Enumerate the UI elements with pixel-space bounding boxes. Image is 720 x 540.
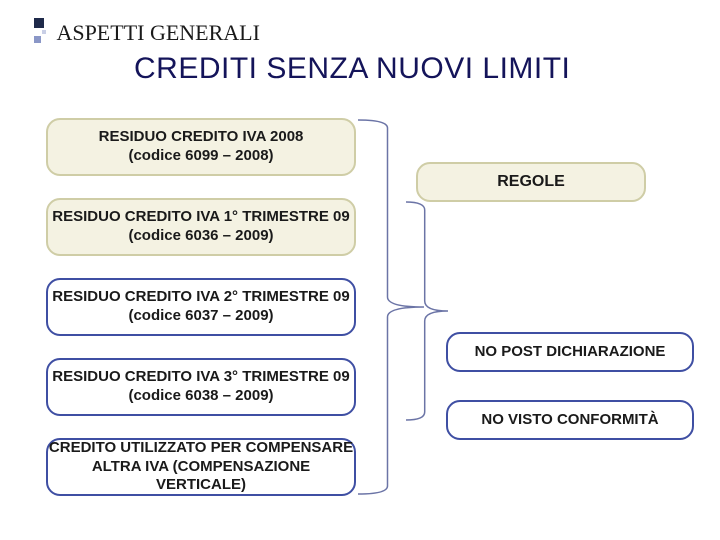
left-box-1: RESIDUO CREDITO IVA 1° TRIMESTRE 09(codi… (46, 198, 356, 256)
left-box-line2: ALTRA IVA (COMPENSAZIONE VERTICALE) (48, 458, 354, 496)
left-box-2: RESIDUO CREDITO IVA 2° TRIMESTRE 09(codi… (46, 278, 356, 336)
left-box-line2: (codice 6036 – 2009) (48, 227, 354, 246)
slide-header: ASPETTI GENERALI (34, 18, 260, 48)
right-box-label: NO POST DICHIARAZIONE (448, 343, 692, 362)
left-box-line2: (codice 6037 – 2009) (48, 307, 354, 326)
left-box-line2: (codice 6038 – 2009) (48, 387, 354, 406)
header-title: ASPETTI GENERALI (56, 20, 259, 46)
left-box-3: RESIDUO CREDITO IVA 3° TRIMESTRE 09(codi… (46, 358, 356, 416)
right-box-label: NO VISTO CONFORMITÀ (448, 411, 692, 430)
brace-right (404, 200, 450, 422)
regole-label: REGOLE (418, 172, 644, 192)
right-box-1: NO VISTO CONFORMITÀ (446, 400, 694, 440)
left-box-line1: RESIDUO CREDITO IVA 3° TRIMESTRE 09 (48, 368, 354, 387)
left-box-line1: RESIDUO CREDITO IVA 2° TRIMESTRE 09 (48, 288, 354, 307)
regole-box: REGOLE (416, 162, 646, 202)
left-box-4: CREDITO UTILIZZATO PER COMPENSAREALTRA I… (46, 438, 356, 496)
slide-subtitle: CREDITI SENZA NUOVI LIMITI (134, 52, 570, 86)
left-box-line2: (codice 6099 – 2008) (48, 147, 354, 166)
right-box-0: NO POST DICHIARAZIONE (446, 332, 694, 372)
left-box-0: RESIDUO CREDITO IVA 2008(codice 6099 – 2… (46, 118, 356, 176)
left-box-line1: RESIDUO CREDITO IVA 2008 (48, 128, 354, 147)
left-box-line1: RESIDUO CREDITO IVA 1° TRIMESTRE 09 (48, 208, 354, 227)
left-box-line1: CREDITO UTILIZZATO PER COMPENSARE (48, 439, 354, 458)
bullet-icon (34, 18, 46, 48)
